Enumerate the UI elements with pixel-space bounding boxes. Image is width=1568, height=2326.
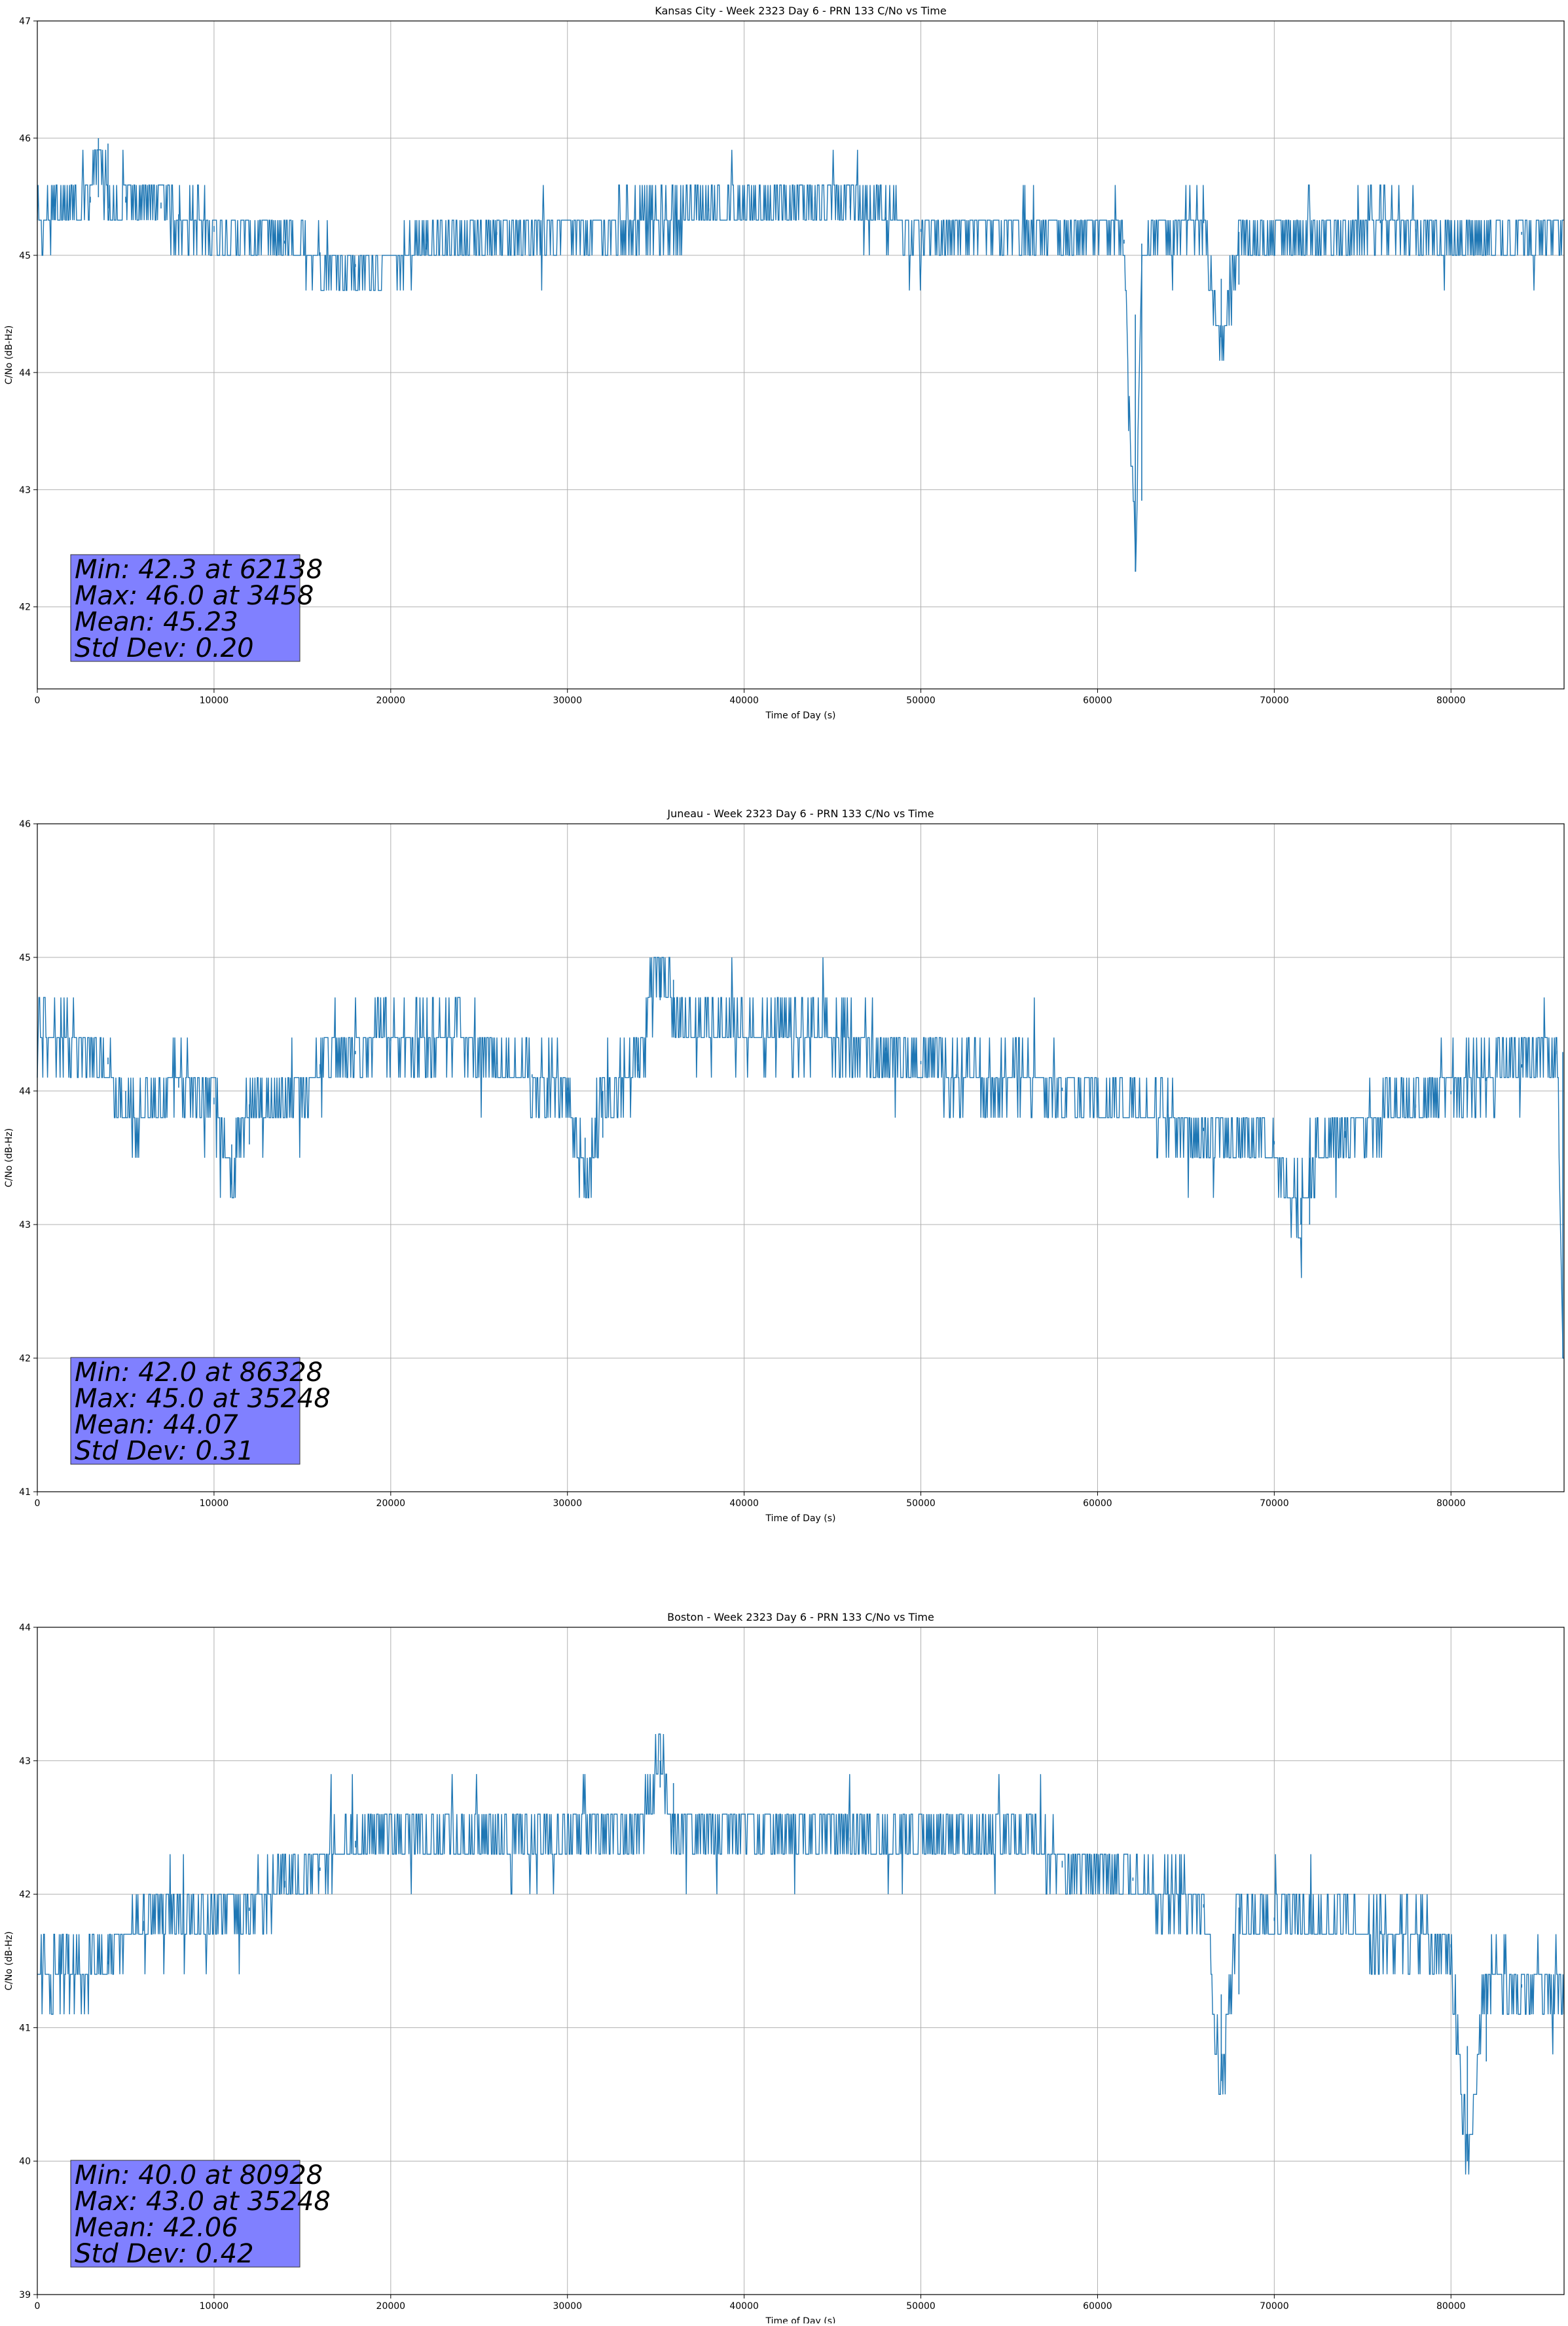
chart-title-kansas-city: Kansas City - Week 2323 Day 6 - PRN 133 … (655, 5, 946, 17)
stats-min: Min: 40.0 at 80928 (75, 2160, 323, 2190)
x-tick-label: 70000 (1260, 2301, 1289, 2312)
series-line-boston (37, 1733, 1565, 2175)
chart-juneau: 0 10000 20000 30000 40000 50000 60000 70000 8000… (4, 807, 1565, 1524)
x-tick-label: 70000 (1260, 1498, 1289, 1509)
x-tick-label: 80000 (1436, 1498, 1466, 1509)
y-tick-label: 43 (19, 1220, 31, 1230)
x-axis-label: Time of Day (s) (765, 2316, 836, 2323)
plot-frame (37, 20, 1565, 690)
y-tick-label: 44 (19, 1086, 31, 1097)
x-axis-label: Time of Day (s) (765, 711, 836, 721)
x-tick-label: 50000 (906, 1498, 936, 1509)
y-tick-label: 42 (19, 1890, 31, 1900)
y-tick-label: 43 (19, 1756, 31, 1767)
x-tick-label: 40000 (729, 2301, 759, 2312)
x-tick-label: 20000 (376, 2301, 406, 2312)
chart-title-juneau: Juneau - Week 2323 Day 6 - PRN 133 C/No … (666, 807, 934, 820)
x-tick-label: 0 (35, 1498, 41, 1509)
y-axis-label: C/No (dB-Hz) (4, 1931, 14, 1990)
y-tick-label: 42 (19, 1354, 31, 1364)
stats-std: Std Dev: 0.20 (75, 633, 254, 663)
x-tick-label: 10000 (200, 695, 229, 706)
stats-max: Max: 46.0 at 3458 (75, 581, 314, 611)
x-tick-label: 80000 (1436, 2301, 1466, 2312)
stats-min: Min: 42.0 at 86328 (75, 1357, 323, 1388)
y-tick-label: 42 (19, 602, 31, 613)
x-tick-label: 20000 (376, 695, 406, 706)
plot-frame (37, 823, 1565, 1492)
x-tick-label: 50000 (906, 2301, 936, 2312)
y-axis-label: C/No (dB-Hz) (4, 325, 14, 384)
x-tick-label: 0 (35, 695, 41, 706)
y-tick-label: 41 (19, 1487, 31, 1498)
stats-mean: Mean: 45.23 (75, 607, 238, 637)
x-tick-label: 10000 (200, 2301, 229, 2312)
y-tick-label: 40 (19, 2156, 31, 2167)
x-tick-label: 80000 (1436, 695, 1466, 706)
stats-max: Max: 45.0 at 35248 (75, 1384, 331, 1414)
x-tick-label: 60000 (1083, 2301, 1112, 2312)
x-tick-label: 40000 (729, 695, 759, 706)
plot-frame (37, 1627, 1565, 2295)
x-axis-label: Time of Day (s) (765, 1513, 836, 1524)
stats-box (70, 2160, 301, 2268)
stats-std: Std Dev: 0.31 (75, 1436, 254, 1466)
x-tick-label: 20000 (376, 1498, 406, 1509)
x-tick-label: 50000 (906, 695, 936, 706)
y-tick-label: 45 (19, 251, 31, 261)
x-tick-label: 60000 (1083, 695, 1112, 706)
stats-mean: Mean: 42.06 (75, 2213, 238, 2243)
x-tick-label: 60000 (1083, 1498, 1112, 1509)
y-tick-label: 45 (19, 953, 31, 963)
chart-title-boston: Boston - Week 2323 Day 6 - PRN 133 C/No … (667, 1611, 934, 1623)
x-tick-label: 70000 (1260, 695, 1289, 706)
y-tick-label: 41 (19, 2023, 31, 2033)
chart-boston: 0 10000 20000 30000 40000 50000 60000 70000 8000… (4, 1611, 1565, 2326)
stats-box (70, 1357, 301, 1465)
x-tick-label: 30000 (553, 1498, 582, 1509)
stats-box (70, 554, 301, 662)
y-tick-label: 43 (19, 485, 31, 496)
stats-mean: Mean: 44.07 (75, 1410, 238, 1440)
y-tick-label: 47 (19, 16, 31, 27)
x-tick-label: 30000 (553, 695, 582, 706)
y-tick-label: 46 (19, 134, 31, 144)
y-tick-label: 44 (19, 368, 31, 378)
y-tick-label: 44 (19, 1623, 31, 1633)
y-tick-label: 39 (19, 2290, 31, 2300)
y-axis-label: C/No (dB-Hz) (4, 1128, 14, 1187)
x-tick-label: 10000 (200, 1498, 229, 1509)
x-tick-label: 40000 (729, 1498, 759, 1509)
stats-min: Min: 42.3 at 62138 (75, 555, 323, 585)
stats-std: Std Dev: 0.42 (75, 2239, 254, 2269)
y-tick-label: 46 (19, 819, 31, 830)
x-tick-label: 0 (35, 2301, 41, 2312)
x-tick-label: 30000 (553, 2301, 582, 2312)
series-line-kansas-city (37, 149, 1564, 572)
series-line-juneau (37, 957, 1564, 1359)
chart-kansas-city: 0 10000 20000 30000 40000 50000 60000 70000 8000… (4, 5, 1565, 721)
stats-max: Max: 43.0 at 35248 (75, 2187, 331, 2217)
